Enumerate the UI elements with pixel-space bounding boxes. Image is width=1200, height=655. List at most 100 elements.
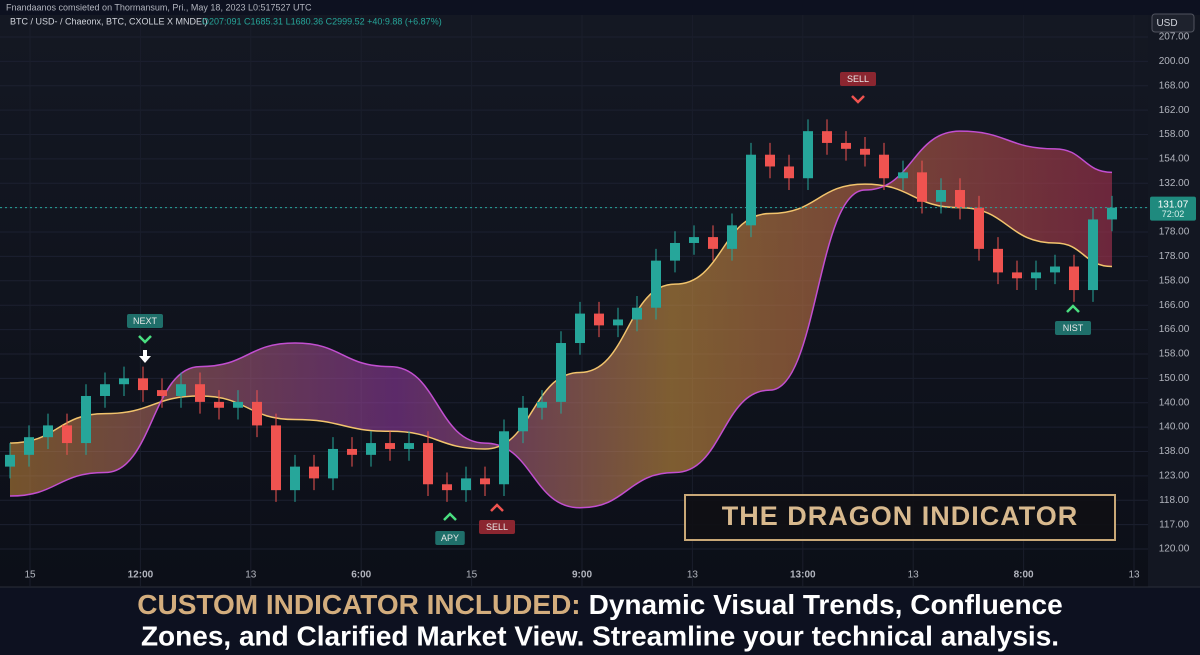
candle-body [1088, 219, 1098, 291]
cloud-area [10, 131, 1112, 508]
price-label: 120.00 [1159, 544, 1190, 555]
candle-body [917, 172, 927, 202]
candle-body [5, 454, 15, 467]
last-price-timer: 72:02 [1162, 209, 1185, 219]
candle-body [157, 390, 167, 396]
candle-body [214, 401, 224, 408]
time-label: 13 [908, 570, 920, 581]
candle-body [309, 466, 319, 479]
price-label: 140.00 [1159, 397, 1190, 408]
price-label: 117.00 [1159, 519, 1189, 530]
time-label: 6:00 [351, 570, 371, 581]
banner-box [684, 494, 1116, 541]
candle-body [708, 237, 718, 249]
candle-body [480, 478, 490, 485]
signal-badge [479, 520, 515, 534]
signal-chevron [138, 335, 152, 344]
candle-body [898, 172, 908, 179]
signal-badge [435, 531, 465, 545]
caption-line-2: Zones, and Clarified Market View. Stream… [141, 620, 1059, 651]
time-label: 12:00 [128, 570, 154, 581]
symbol: BTC / USD- / Chaeonx, BTC, CXOLLE X MNDE… [10, 16, 208, 26]
signal-chevron [443, 512, 457, 521]
slow-line [9, 130, 1113, 509]
ohlc: O207:091 C1685.31 L1680.36 C2999.52 +40:… [202, 16, 442, 26]
currency[interactable]: USD [1156, 18, 1177, 29]
candle-body [119, 378, 129, 385]
price-label: 178.00 [1159, 227, 1190, 238]
caption-highlight: CUSTOM INDICATOR INCLUDED: [137, 589, 580, 620]
time-label: 13 [687, 570, 699, 581]
price-label: 118.00 [1159, 495, 1189, 506]
candle-body [404, 443, 414, 449]
candle-body [499, 431, 509, 485]
signal-arrow [139, 350, 151, 363]
candle-body [841, 142, 851, 149]
candle-body [518, 407, 528, 432]
price-label: 166.00 [1159, 300, 1190, 311]
price-label: 138.00 [1159, 446, 1190, 457]
candle-body [1069, 266, 1079, 291]
time-label: 13 [1128, 570, 1140, 581]
source-line: Fnandaanos comsieted on Thormansum, Pri.… [6, 2, 312, 12]
candle-body [233, 401, 243, 408]
candle-body [556, 343, 566, 402]
candle-body [632, 307, 642, 320]
last-price-tag [1150, 196, 1196, 221]
price-label: 123.00 [1159, 470, 1190, 481]
candle-body [290, 466, 300, 491]
candle-body [613, 319, 623, 326]
price-label: 140.00 [1159, 422, 1190, 433]
time-label: 13:00 [790, 570, 816, 581]
candle-body [138, 378, 148, 391]
candle-body [784, 166, 794, 179]
candle-body [879, 154, 889, 179]
candle-body [1031, 272, 1041, 279]
candle-body [670, 242, 680, 261]
candle-body [803, 131, 813, 179]
price-label: 200.00 [1159, 56, 1190, 67]
signal-chevron [851, 95, 865, 104]
candle-body [195, 384, 205, 402]
price-axis-pane [1148, 15, 1200, 587]
candle-body [1050, 266, 1060, 273]
signal-chevron [490, 503, 504, 512]
candle-body [936, 190, 946, 202]
time-label: 9:00 [572, 570, 592, 581]
candle-body [252, 401, 262, 426]
candle-body [100, 384, 110, 396]
candle-body [822, 131, 832, 143]
plot [0, 119, 1148, 509]
candle-body [461, 478, 471, 491]
candle-body [271, 425, 281, 491]
candle-body [1012, 272, 1022, 279]
price-label: 166.00 [1159, 324, 1190, 335]
signal-badge [127, 314, 163, 328]
candle-body [727, 225, 737, 249]
candle-body [765, 154, 775, 167]
candle-body [860, 148, 870, 155]
time-label: 15 [466, 570, 478, 581]
candle-body [594, 313, 604, 326]
time-label: 8:00 [1014, 570, 1034, 581]
price-label: 158.00 [1159, 275, 1190, 286]
signal-label: SELL [847, 74, 869, 84]
candle-body [689, 237, 699, 243]
candle-body [746, 154, 756, 226]
candle-body [24, 437, 34, 455]
candle-body [176, 384, 186, 396]
signal-label: APY [441, 533, 459, 543]
time-label: 13 [245, 570, 257, 581]
candle-body [62, 425, 72, 444]
signal-badge [1055, 321, 1091, 335]
candle-body [366, 443, 376, 455]
candle-body [651, 260, 661, 308]
currency-button[interactable] [1151, 13, 1195, 33]
candle-body [993, 248, 1003, 273]
price-label: 207.00 [1159, 32, 1190, 43]
price-label: 162.00 [1159, 105, 1190, 116]
price-label: 168.00 [1159, 80, 1190, 91]
candle-body [974, 207, 984, 249]
price-label: 158.00 [1159, 129, 1190, 140]
candle-body [1107, 207, 1117, 220]
